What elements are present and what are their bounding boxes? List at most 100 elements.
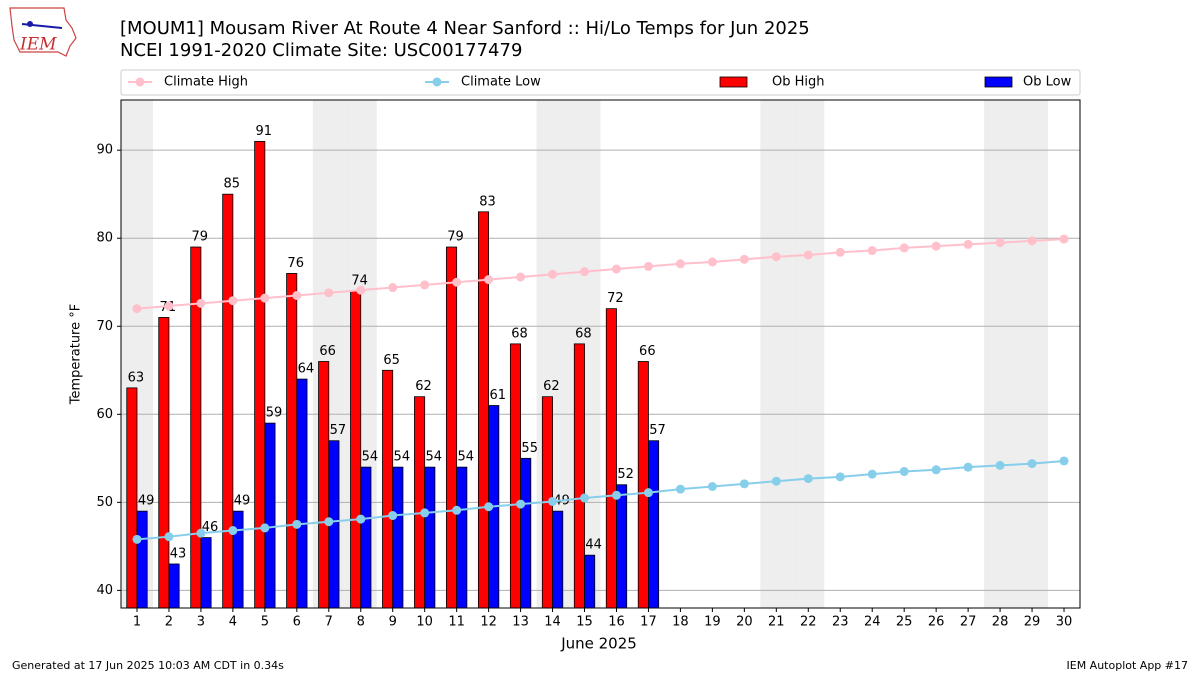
x-tick-label: 23 [832,615,849,630]
x-tick-label: 9 [389,615,397,630]
point [611,264,621,274]
bar [477,211,490,609]
point [1027,236,1037,246]
logo-outline [9,7,77,57]
x-tick-label: 7 [325,615,333,630]
point [196,298,206,308]
bar [637,361,649,609]
bar [350,290,362,609]
point [388,283,398,293]
bar [573,343,585,609]
legend-marker [135,77,145,87]
point [132,304,142,314]
bar [648,440,660,609]
weekend-shade [984,100,1017,608]
weekend-shade [1016,100,1049,608]
value-label: 44 [585,538,602,553]
bar [126,387,138,609]
point [516,499,526,509]
x-tick-label: 30 [1056,615,1073,630]
bar [286,273,298,609]
point [899,467,909,477]
bar [296,378,308,609]
y-tick-label: 90 [96,143,113,158]
bar [616,484,628,609]
x-tick-label: 13 [512,615,529,630]
point [260,293,270,303]
x-tick-label: 11 [448,615,465,630]
point [548,496,558,506]
point [1059,456,1069,466]
point [388,511,398,521]
point [516,272,526,282]
value-label: 74 [351,274,368,289]
point [643,261,653,271]
bar [424,466,436,609]
point [867,469,877,479]
point [292,290,302,300]
point [899,243,909,253]
logo-dot [27,21,33,27]
line [136,238,1065,310]
point [484,502,494,512]
value-label: 68 [511,326,528,341]
value-label: 62 [543,379,560,394]
value-label: 65 [383,353,400,368]
x-tick-label: 5 [261,615,269,630]
point [484,275,494,285]
point [963,462,973,472]
bar [509,343,521,609]
bar [360,466,372,609]
y-tick-label: 80 [96,231,113,246]
weekend-shade [760,100,793,608]
x-tick-label: 27 [960,615,977,630]
bar [414,396,426,609]
point [931,241,941,251]
x-tick-label: 8 [357,615,365,630]
point [1059,234,1069,244]
value-label: 55 [521,441,538,456]
x-tick-label: 22 [800,615,817,630]
chart-title: [MOUM1] Mousam River At Route 4 Near San… [120,18,810,39]
bar [605,308,617,609]
y-tick-label: 40 [96,583,113,598]
point [835,247,845,257]
plot-frame [120,99,1081,609]
x-tick-label: 12 [480,615,497,630]
value-label: 49 [234,494,251,509]
value-label: 68 [575,326,592,341]
point [580,493,590,503]
point [420,280,430,290]
value-label: 57 [649,423,666,438]
bar [200,537,212,609]
x-tick-label: 10 [416,615,433,630]
point [356,514,366,524]
value-label: 59 [266,406,283,421]
bar [264,422,276,609]
point [931,465,941,475]
value-label: 49 [138,494,155,509]
point [803,250,813,260]
point [228,296,238,306]
value-label: 57 [330,423,347,438]
point [675,484,685,494]
point [548,269,558,279]
point [963,239,973,249]
legend-label: Climate High [164,75,248,90]
x-tick-label: 6 [293,615,301,630]
y-tick-label: 70 [96,319,113,334]
point [643,488,653,498]
x-tick-label: 25 [896,615,913,630]
x-axis-label: June 2025 [560,635,637,653]
bar [520,457,532,609]
value-label: 79 [447,230,464,245]
bar [552,510,564,609]
value-label: 83 [479,194,496,209]
bar [382,369,394,609]
y-tick-label: 50 [96,495,113,510]
point [771,252,781,262]
value-label: 85 [223,177,240,192]
logo: IEM [9,7,77,57]
point [835,472,845,482]
